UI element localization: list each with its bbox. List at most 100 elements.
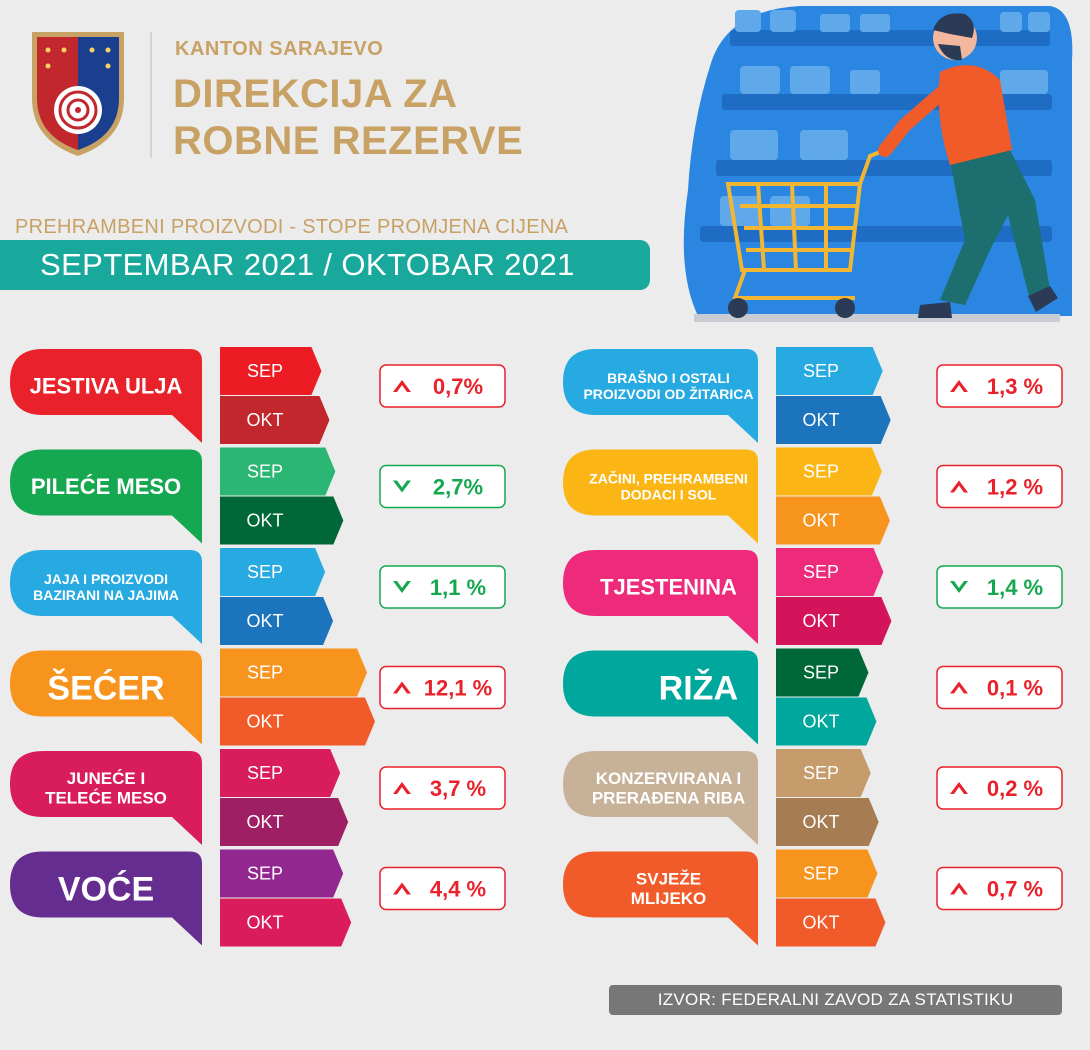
cat-12-label-line-2: MLIJEKO [631, 889, 707, 908]
cat-6-label-bubble [10, 851, 202, 946]
cat-3-sep-label: SEP [247, 562, 283, 582]
cat-7-change-value: 1,3 % [987, 374, 1043, 399]
cat-2-change-value: 2,7% [433, 475, 483, 500]
cat-5-sep-bar [220, 749, 341, 797]
cat-12-arrow-up-icon [950, 882, 968, 895]
cat-3-okt-label: OKT [246, 611, 283, 631]
cat-8-label-line-2: DODACI I SOL [621, 486, 717, 502]
cat-1-label-bubble [10, 349, 202, 443]
cat-10-arrow-up-icon [950, 681, 968, 694]
cat-2-arrow-down-icon [393, 480, 411, 493]
cat-7-label-line-2: PROIZVODI OD ŽITARICA [583, 385, 753, 402]
org-region: KANTON SARAJEVO [175, 38, 384, 60]
cat-2-sep-label: SEP [247, 462, 283, 482]
cat-2-okt-bar [220, 496, 344, 545]
coat-of-arms-logo [32, 32, 124, 156]
cat-3-sep-bar [220, 548, 326, 596]
cat-12-change-value: 0,7 % [987, 877, 1043, 902]
cat-5-label-bubble [10, 751, 202, 845]
cat-4-arrow-up-icon [393, 681, 411, 694]
cat-3-change-value: 1,1 % [430, 575, 486, 600]
cat-8-arrow-up-icon [950, 480, 968, 493]
cat-4-change-badge [379, 665, 506, 710]
cat-4-label-bubble [10, 650, 202, 745]
cat-3-label-bubble [10, 550, 202, 644]
cat-6-sep-label: SEP [247, 864, 283, 884]
cat-11-change-badge [936, 766, 1063, 810]
cat-12-label-line-1: SVJEŽE [636, 870, 701, 889]
cat-5-label-line-1: JUNEĆE I [67, 769, 145, 788]
cat-6-sep-bar [220, 849, 344, 898]
chart-subtitle: PREHRAMBENI PROIZVODI - STOPE PROMJENA C… [15, 216, 569, 238]
cat-3-arrow-down-icon [393, 581, 411, 593]
cat-5-label-line-2: TELEĆE MESO [45, 789, 167, 808]
cat-10-change-badge [936, 665, 1063, 710]
org-name-line1: DIREKCIJA ZA [173, 72, 458, 116]
cat-12-sep-bar [776, 849, 878, 898]
cat-6-label-line-1: VOĆE [58, 870, 154, 908]
cat-9-arrow-down-icon [950, 581, 968, 593]
cat-6-change-value: 4,4 % [430, 877, 486, 902]
cat-10-sep-label: SEP [803, 663, 839, 683]
cat-9-change-badge [936, 565, 1063, 609]
cat-5-okt-bar [220, 798, 349, 846]
cat-2-change-badge [379, 464, 506, 509]
cat-9-label-line-1: TJESTENINA [600, 575, 737, 600]
cat-10-sep-bar [776, 648, 869, 697]
cat-11-sep-bar [776, 749, 871, 797]
cat-3-label-line-2: BAZIRANI NA JAJIMA [33, 587, 179, 603]
cat-5-sep-label: SEP [247, 763, 283, 783]
cat-4-change-value: 12,1 % [424, 676, 493, 701]
cat-10-okt-bar [776, 697, 877, 746]
cat-8-okt-label: OKT [802, 511, 839, 531]
cat-7-change-badge [936, 364, 1063, 408]
cat-7-sep-bar [776, 347, 883, 395]
cat-1-arrow-up-icon [393, 380, 411, 392]
cat-8-label-bubble [563, 449, 758, 544]
cat-11-sep-label: SEP [803, 763, 839, 783]
cat-4-sep-bar [220, 648, 367, 697]
cat-6-change-badge [379, 866, 506, 911]
cat-8-change-badge [936, 464, 1063, 509]
cat-1-okt-label: OKT [246, 410, 283, 430]
cat-3-label-line-1: JAJA I PROIZVODI [44, 571, 168, 587]
cat-9-label-bubble [563, 550, 758, 644]
cat-10-label-line-1: RIŽA [659, 669, 738, 707]
cat-1-label-line-1: JESTIVA ULJA [30, 374, 183, 399]
cat-10-change-value: 0,1 % [987, 676, 1043, 701]
cat-7-okt-bar [776, 396, 891, 444]
cat-1-sep-bar [220, 347, 322, 395]
cat-1-change-badge [379, 364, 506, 408]
cat-8-change-value: 1,2 % [987, 475, 1043, 500]
cat-9-okt-bar [776, 597, 892, 645]
cat-7-arrow-up-icon [950, 380, 968, 392]
cat-9-sep-bar [776, 548, 884, 596]
cat-5-okt-label: OKT [246, 812, 283, 832]
cat-1-sep-label: SEP [247, 361, 283, 381]
cat-7-sep-label: SEP [803, 361, 839, 381]
cat-5-change-value: 3,7 % [430, 776, 486, 801]
cat-1-change-value: 0,7% [433, 374, 483, 399]
cat-5-change-badge [379, 766, 506, 810]
cat-8-sep-bar [776, 447, 882, 496]
cat-3-change-badge [379, 565, 506, 609]
cat-4-okt-bar [220, 697, 375, 746]
cat-5-arrow-up-icon [393, 782, 411, 794]
header: KANTON SARAJEVO DIREKCIJA ZA ROBNE REZER… [0, 0, 1090, 330]
cat-3-okt-bar [220, 597, 334, 645]
cat-12-label-bubble [563, 851, 758, 946]
cat-12-okt-label: OKT [802, 913, 839, 933]
cat-1-okt-bar [220, 396, 330, 444]
cat-6-arrow-up-icon [393, 882, 411, 895]
cat-11-change-value: 0,2 % [987, 776, 1043, 801]
cat-11-okt-label: OKT [802, 812, 839, 832]
cat-2-label-bubble [10, 449, 202, 544]
cat-2-sep-bar [220, 447, 336, 496]
cat-4-label-line-1: ŠEĆER [47, 668, 164, 707]
cat-12-okt-bar [776, 898, 886, 947]
cat-10-okt-label: OKT [802, 712, 839, 732]
cat-8-label-line-1: ZAČINI, PREHRAMBENI [589, 469, 748, 486]
cat-4-sep-label: SEP [247, 663, 283, 683]
